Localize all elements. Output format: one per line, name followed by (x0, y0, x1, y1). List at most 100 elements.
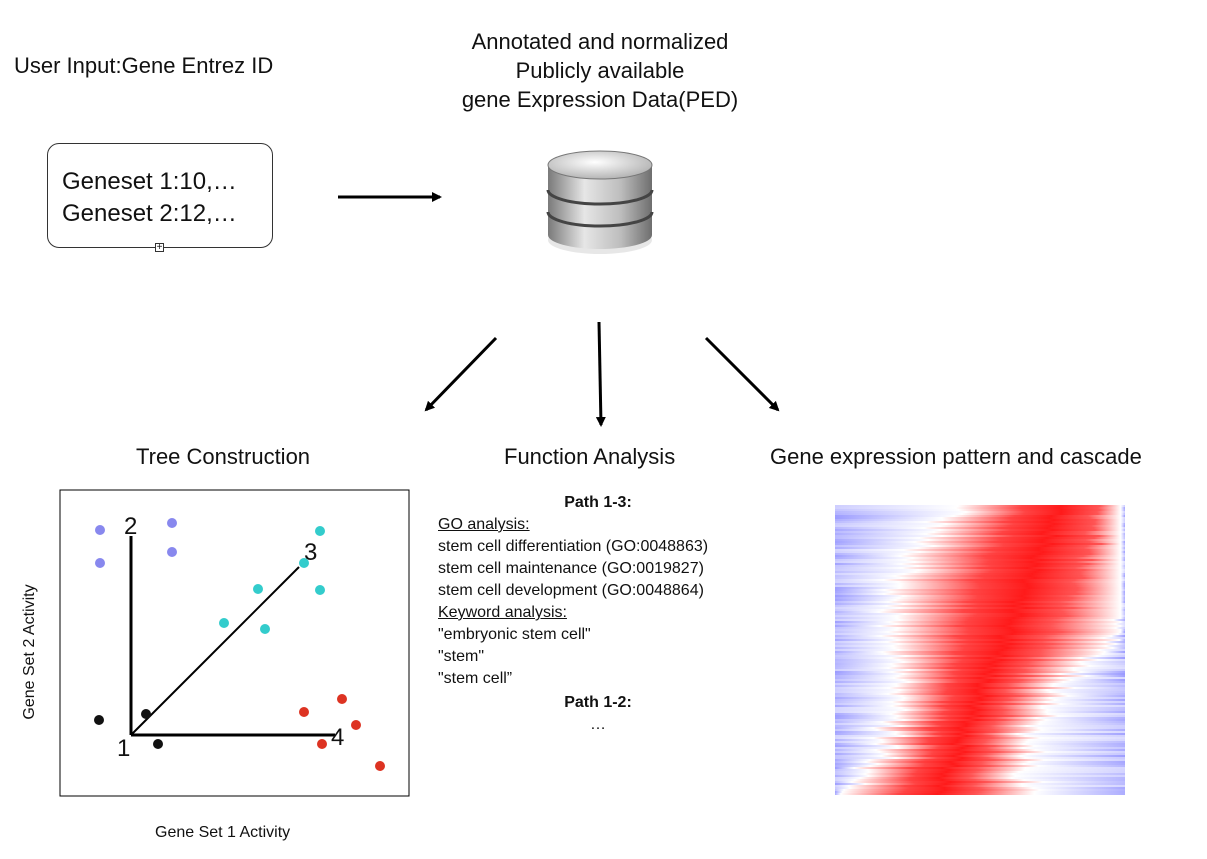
heatmap-row (835, 659, 1125, 662)
heatmap-row (835, 611, 1125, 614)
path-b-title: Path 1-2: (564, 694, 632, 711)
heatmap-row (835, 579, 1125, 582)
path-a-title: Path 1-3: (564, 494, 632, 511)
heatmap-row (835, 673, 1125, 676)
heatmap-row (835, 533, 1125, 536)
heatmap-row (835, 573, 1125, 576)
heatmap-row (835, 631, 1125, 634)
node-label-4: 4 (331, 724, 344, 751)
heatmap-row (835, 557, 1125, 560)
heatmap-row (835, 537, 1125, 540)
heatmap-row (835, 657, 1125, 660)
keyword: "stem cell” (438, 670, 513, 687)
heatmap-row (835, 699, 1125, 702)
heatmap-row (835, 761, 1125, 764)
heatmap-row (835, 581, 1125, 584)
heatmap-row (835, 591, 1125, 594)
heatmap-row (835, 751, 1125, 754)
point-red (375, 761, 385, 771)
heatmap-row (835, 541, 1125, 544)
heatmap-row (835, 785, 1125, 788)
heatmap-row (835, 637, 1125, 640)
go-heading: GO analysis: (438, 516, 530, 533)
heatmap-row (835, 609, 1125, 612)
heatmap-row (835, 639, 1125, 642)
heatmap-row (835, 651, 1125, 654)
arrow-to-tree (424, 336, 498, 412)
heatmap-row (835, 619, 1125, 622)
heatmap-row (835, 507, 1125, 510)
heatmap-row (835, 647, 1125, 650)
heatmap-row (835, 575, 1125, 578)
heatmap-row (835, 741, 1125, 744)
heatmap-row (835, 519, 1125, 522)
point-purple (167, 518, 177, 528)
point-red (299, 707, 309, 717)
heatmap-row (835, 709, 1125, 712)
heatmap-row (835, 599, 1125, 602)
heatmap-row (835, 789, 1125, 792)
point-cyan (299, 558, 309, 568)
point-cyan (315, 585, 325, 595)
heatmap-row (835, 527, 1125, 530)
heatmap-row (835, 555, 1125, 558)
heatmap-row (835, 767, 1125, 770)
point-cyan (219, 618, 229, 628)
heatmap-row (835, 711, 1125, 714)
point-purple (95, 558, 105, 568)
tree-section-title: Tree Construction (136, 444, 311, 469)
heatmap-row (835, 747, 1125, 750)
heatmap-row (835, 571, 1125, 574)
heatmap-row (835, 685, 1125, 688)
heatmap-row (835, 697, 1125, 700)
heatmap-row (835, 649, 1125, 652)
heatmap-row (835, 525, 1125, 528)
heatmap-row (835, 601, 1125, 604)
arrow-to-function (595, 321, 606, 427)
tree-edge-1-3 (130, 566, 300, 736)
keyword-heading: Keyword analysis: (438, 604, 567, 621)
heatmap-row (835, 693, 1125, 696)
heatmap-row (835, 641, 1125, 644)
geneset-input-box[interactable]: Geneset 1:10,… Geneset 2:12,… (47, 143, 273, 248)
point-purple (167, 547, 177, 557)
point-cyan (315, 526, 325, 536)
heatmap-row (835, 731, 1125, 734)
heatmap-row (835, 633, 1125, 636)
heatmap-row (835, 595, 1125, 598)
heatmap-row (835, 729, 1125, 732)
tree-plot-frame (59, 489, 410, 797)
heatmap-row (835, 569, 1125, 572)
heatmap-row (835, 791, 1125, 794)
point-red (337, 694, 347, 704)
point-purple (95, 525, 105, 535)
heatmap-row (835, 773, 1125, 776)
heatmap-row (835, 765, 1125, 768)
heatmap-row (835, 707, 1125, 710)
heatmap-row (835, 585, 1125, 588)
heatmap-row (835, 779, 1125, 782)
heatmap-row (835, 727, 1125, 730)
heatmap-row (835, 769, 1125, 772)
heatmap-row (835, 735, 1125, 738)
heatmap-row (835, 691, 1125, 694)
heatmap-row (835, 635, 1125, 638)
expand-icon[interactable]: + (155, 242, 164, 253)
heatmap-row (835, 623, 1125, 626)
heatmap-row (835, 701, 1125, 704)
heatmap-row (835, 551, 1125, 554)
heatmap-row (835, 567, 1125, 570)
heatmap-row (835, 549, 1125, 552)
heatmap-row (835, 621, 1125, 624)
function-section-title: Function Analysis (504, 444, 676, 469)
heatmap-row (835, 553, 1125, 556)
heatmap-row (835, 515, 1125, 518)
heatmap-row (835, 689, 1125, 692)
geneset-line-2: Geneset 2:12,… (62, 200, 237, 227)
heatmap-row (835, 511, 1125, 514)
node-label-1: 1 (117, 735, 130, 762)
heatmap-row (835, 531, 1125, 534)
heatmap-row (835, 763, 1125, 766)
heatmap-row (835, 719, 1125, 722)
